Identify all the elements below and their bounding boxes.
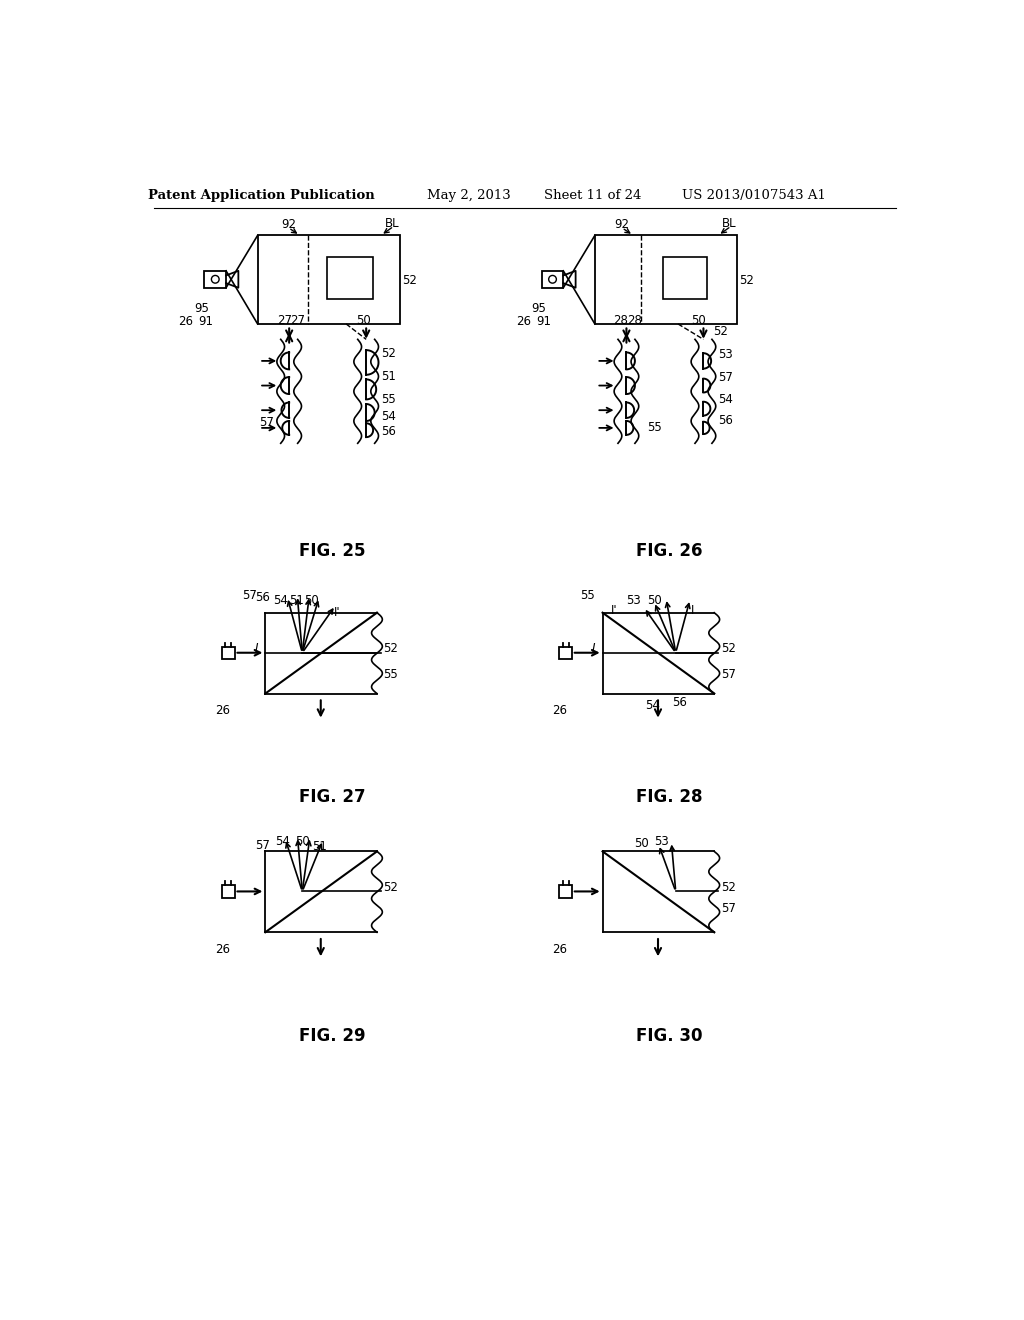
Text: 57: 57: [718, 371, 733, 384]
Text: 53: 53: [719, 348, 733, 362]
Text: 54: 54: [275, 834, 291, 847]
Text: I: I: [691, 603, 694, 616]
Text: I: I: [592, 643, 595, 656]
Text: 57: 57: [721, 902, 735, 915]
Text: 95: 95: [194, 302, 209, 315]
Text: 26: 26: [516, 315, 530, 329]
Text: I': I': [334, 606, 340, 619]
Text: 91: 91: [536, 315, 551, 329]
Text: 55: 55: [381, 393, 396, 407]
Text: 50: 50: [691, 314, 707, 326]
Text: 28: 28: [628, 314, 642, 326]
Text: 57: 57: [243, 589, 257, 602]
Bar: [663, 257, 708, 300]
Text: 26: 26: [552, 704, 567, 717]
Text: 54: 54: [273, 594, 288, 607]
Text: FIG. 28: FIG. 28: [636, 788, 702, 807]
Text: 54: 54: [645, 698, 660, 711]
Bar: [222, 886, 234, 898]
Text: 51: 51: [311, 841, 327, 853]
Text: BL: BL: [722, 216, 737, 230]
Text: 50: 50: [295, 834, 309, 847]
Text: 52: 52: [381, 347, 396, 360]
Text: 55: 55: [383, 668, 398, 681]
Text: 52: 52: [739, 273, 754, 286]
Text: 27: 27: [290, 314, 305, 326]
Text: 57: 57: [259, 416, 274, 429]
Text: 50: 50: [356, 314, 372, 326]
Text: 51: 51: [289, 594, 303, 607]
Text: FIG. 27: FIG. 27: [299, 788, 366, 807]
Text: BL: BL: [385, 216, 399, 230]
Bar: [327, 257, 373, 300]
Text: 52: 52: [383, 880, 398, 894]
Text: US 2013/0107543 A1: US 2013/0107543 A1: [682, 189, 826, 202]
Text: 52: 52: [721, 880, 735, 894]
Text: 56: 56: [255, 591, 269, 603]
Text: 52: 52: [713, 325, 728, 338]
Text: 53: 53: [654, 834, 670, 847]
Text: 56: 56: [718, 413, 733, 426]
Bar: [205, 271, 226, 288]
Text: 52: 52: [383, 643, 398, 656]
Text: FIG. 25: FIG. 25: [299, 543, 366, 560]
Bar: [559, 886, 571, 898]
Text: I: I: [254, 643, 258, 656]
Text: 26: 26: [215, 704, 229, 717]
Text: 55: 55: [580, 589, 595, 602]
Bar: [595, 235, 737, 323]
Text: 51: 51: [381, 370, 396, 383]
Text: 50: 50: [304, 594, 318, 607]
Text: FIG. 26: FIG. 26: [636, 543, 702, 560]
Text: Sheet 11 of 24: Sheet 11 of 24: [544, 189, 641, 202]
Text: 91: 91: [199, 315, 214, 329]
Text: 26: 26: [215, 942, 229, 956]
Text: 54: 54: [718, 393, 733, 407]
Text: 56: 56: [381, 425, 396, 438]
Text: 53: 53: [626, 594, 641, 607]
Text: 52: 52: [401, 273, 417, 286]
Text: 55: 55: [647, 421, 663, 434]
Text: 92: 92: [281, 218, 296, 231]
Text: 92: 92: [614, 218, 630, 231]
Text: 54: 54: [381, 409, 396, 422]
Text: 50: 50: [634, 837, 648, 850]
Bar: [258, 235, 400, 323]
Text: 27: 27: [278, 314, 292, 326]
Bar: [222, 647, 234, 659]
Text: 28: 28: [612, 314, 628, 326]
Text: 57: 57: [721, 668, 735, 681]
Bar: [542, 271, 563, 288]
Text: 57: 57: [255, 838, 269, 851]
Text: FIG. 30: FIG. 30: [636, 1027, 702, 1045]
Text: 50: 50: [647, 594, 662, 607]
Text: 95: 95: [531, 302, 546, 315]
Text: May 2, 2013: May 2, 2013: [427, 189, 511, 202]
Bar: [559, 647, 571, 659]
Text: I': I': [610, 603, 617, 616]
Text: FIG. 29: FIG. 29: [299, 1027, 366, 1045]
Text: 26: 26: [178, 315, 194, 329]
Text: 26: 26: [552, 942, 567, 956]
Text: Patent Application Publication: Patent Application Publication: [148, 189, 375, 202]
Text: 52: 52: [721, 643, 735, 656]
Text: 56: 56: [672, 696, 687, 709]
